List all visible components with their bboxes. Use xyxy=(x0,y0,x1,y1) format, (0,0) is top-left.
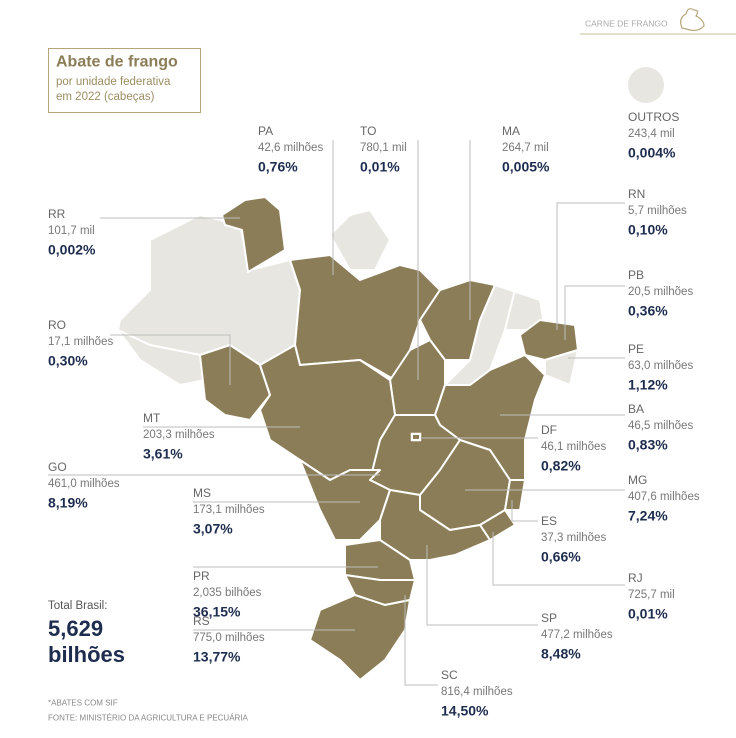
state-amount: 63,0 milhões xyxy=(628,360,693,372)
map xyxy=(117,196,579,681)
state-labels: PA 42,6 milhões 0,76% TO 780,1 mil 0,01% MA 264… xyxy=(48,110,700,719)
state-share: 0,01% xyxy=(628,605,668,621)
state-amount: 5,7 milhões xyxy=(628,205,687,217)
subtitle: em 2022 (cabeças) xyxy=(56,91,155,103)
state-share: 0,005% xyxy=(502,158,550,174)
leader-lines xyxy=(48,140,625,686)
state-share: 0,004% xyxy=(628,144,676,160)
state-share: 3,07% xyxy=(193,520,233,536)
leader-line xyxy=(556,202,625,330)
state-amount: 2,035 bilhões xyxy=(193,587,262,599)
state-code: OUTROS xyxy=(628,110,679,124)
state-share: 0,83% xyxy=(628,436,668,452)
state-code: RN xyxy=(628,187,645,201)
state-amount: 407,6 milhões xyxy=(628,491,700,503)
state-share: 0,01% xyxy=(360,158,400,174)
state-share: 0,36% xyxy=(628,302,668,318)
state-shape xyxy=(221,196,286,273)
state-share: 0,82% xyxy=(541,457,581,473)
state-code: DF xyxy=(541,423,557,437)
state-share: 0,66% xyxy=(541,548,581,564)
state-share: 3,61% xyxy=(143,445,183,461)
state-share: 14,50% xyxy=(441,702,489,718)
total-value: 5,629 xyxy=(48,616,103,641)
state-code: PA xyxy=(258,124,273,138)
state-shape xyxy=(329,209,391,271)
state-amount: 203,3 milhões xyxy=(143,429,215,441)
leader-line xyxy=(426,545,538,626)
state-shape xyxy=(494,284,546,331)
state-code: PB xyxy=(628,268,644,282)
leader-line xyxy=(511,500,538,522)
state-shape xyxy=(379,489,491,561)
section-label: CARNE DE FRANGO xyxy=(585,18,668,28)
state-code: MA xyxy=(502,124,520,138)
state-amount: 20,5 milhões xyxy=(628,286,693,298)
state-code: PR xyxy=(193,569,210,583)
leader-line xyxy=(492,532,625,586)
outros-circle xyxy=(628,67,664,103)
state-code: RJ xyxy=(628,571,643,585)
state-share: 7,24% xyxy=(628,507,668,523)
state-amount: 46,5 milhões xyxy=(628,420,693,432)
total-unit: bilhões xyxy=(48,642,125,667)
leader-line xyxy=(564,285,625,340)
state-code: MG xyxy=(628,473,647,487)
title-box xyxy=(48,48,201,113)
state-code: SC xyxy=(441,668,458,682)
state-amount: 816,4 milhões xyxy=(441,686,513,698)
state-code: MS xyxy=(193,486,211,500)
state-code: SP xyxy=(541,611,557,625)
state-code: TO xyxy=(360,124,376,138)
state-amount: 775,0 milhões xyxy=(193,632,265,644)
state-amount: 477,2 milhões xyxy=(541,629,613,641)
state-shape xyxy=(299,459,391,541)
state-code: RO xyxy=(48,318,66,332)
state-share: 0,76% xyxy=(258,158,298,174)
state-code: ES xyxy=(541,514,557,528)
state-shape xyxy=(199,344,271,421)
state-amount: 264,7 mil xyxy=(502,142,549,154)
state-shape xyxy=(309,594,411,681)
source: FONTE: MINISTÉRIO DA AGRICULTURA E PECUÁ… xyxy=(48,714,249,723)
state-share: 36,15% xyxy=(193,603,241,619)
state-shape xyxy=(544,349,579,386)
state-code: GO xyxy=(48,460,67,474)
total-label: Total Brasil: xyxy=(48,600,107,612)
state-share: 0,30% xyxy=(48,352,88,368)
leader-line xyxy=(110,334,231,385)
state-share: 8,48% xyxy=(541,645,581,661)
state-share: 8,19% xyxy=(48,494,88,510)
state-share: 0,002% xyxy=(48,241,96,257)
state-amount: 173,1 milhões xyxy=(193,504,265,516)
state-code: RS xyxy=(193,614,210,628)
state-amount: 461,0 milhões xyxy=(48,478,120,490)
state-amount: 243,4 mil xyxy=(628,128,675,140)
footnote: *ABATES COM SIF xyxy=(48,699,118,708)
state-amount: 780,1 mil xyxy=(360,142,407,154)
title: Abate de frango xyxy=(56,53,178,70)
leader-line xyxy=(404,595,438,686)
state-amount: 17,1 milhões xyxy=(48,336,113,348)
subtitle: por unidade federativa xyxy=(56,76,171,88)
state-amount: 725,7 mil xyxy=(628,589,675,601)
state-code: MT xyxy=(143,411,161,425)
state-code: BA xyxy=(628,402,644,416)
state-amount: 46,1 milhões xyxy=(541,441,606,453)
state-code: PE xyxy=(628,342,644,356)
state-shape xyxy=(504,479,526,511)
df-marker-inner xyxy=(413,435,419,439)
state-amount: 37,3 milhões xyxy=(541,532,606,544)
state-share: 1,12% xyxy=(628,376,668,392)
chicken-icon xyxy=(680,8,705,32)
state-share: 13,77% xyxy=(193,648,241,664)
state-amount: 42,6 milhões xyxy=(258,142,323,154)
state-code: RR xyxy=(48,207,66,221)
state-share: 0,10% xyxy=(628,221,668,237)
state-amount: 101,7 mil xyxy=(48,225,95,237)
